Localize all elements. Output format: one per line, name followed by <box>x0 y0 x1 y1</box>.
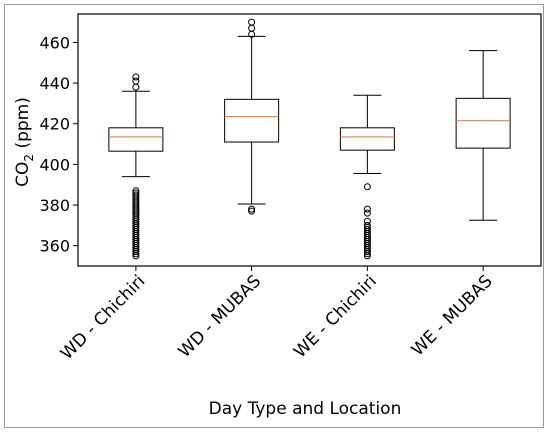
outlier-point <box>363 252 371 260</box>
x-axis: WD - Chichiri WD - MUBAS WE - Chichiri WE -… <box>57 266 497 364</box>
y-axis-label-subscript: 2 <box>22 154 36 162</box>
outlier-point <box>363 205 371 213</box>
outlier-point <box>363 248 371 256</box>
iqr-box <box>455 97 511 149</box>
x-axis-label: Day Type and Location <box>209 399 402 419</box>
y-tick-label: 400 <box>39 155 70 174</box>
outlier-point <box>132 83 140 91</box>
outlier-point <box>248 24 256 32</box>
x-tick-label: WE - Chichiri <box>290 271 381 362</box>
outlier-point <box>363 209 371 217</box>
outlier-point <box>132 187 140 195</box>
y-tick-label: 440 <box>39 74 70 93</box>
outlier-point <box>248 207 256 215</box>
outlier-point <box>132 191 140 199</box>
y-axis: 360 380 400 420 440 460 <box>39 33 78 256</box>
box-group <box>339 94 395 260</box>
y-tick-label: 360 <box>39 237 70 256</box>
iqr-box <box>224 98 280 143</box>
outlier-point <box>132 73 140 81</box>
outlier-point <box>248 205 256 213</box>
box-group <box>108 73 164 260</box>
x-tick-label: WD - Chichiri <box>57 271 149 363</box>
outlier-point <box>248 18 256 26</box>
outlier-point <box>363 250 371 258</box>
x-tick-label: WD - MUBAS <box>175 271 266 362</box>
iqr-box <box>339 127 395 151</box>
y-axis-label: CO2 (ppm) <box>13 97 36 187</box>
plot-area-frame <box>77 13 542 267</box>
outlier-point <box>132 189 140 197</box>
iqr-box <box>108 127 164 152</box>
outlier-point <box>363 183 371 191</box>
box-group <box>455 50 511 221</box>
outlier-point <box>132 77 140 85</box>
y-axis-label-unit: (ppm) <box>13 97 33 154</box>
y-axis-label-main: CO <box>13 162 33 187</box>
box-series <box>108 18 511 260</box>
y-tick-label: 460 <box>39 33 70 52</box>
box-group <box>224 18 280 215</box>
figure-frame <box>4 4 544 428</box>
y-tick-label: 420 <box>39 115 70 134</box>
x-tick-label: WE - MUBAS <box>408 271 497 360</box>
y-tick-label: 380 <box>39 196 70 215</box>
